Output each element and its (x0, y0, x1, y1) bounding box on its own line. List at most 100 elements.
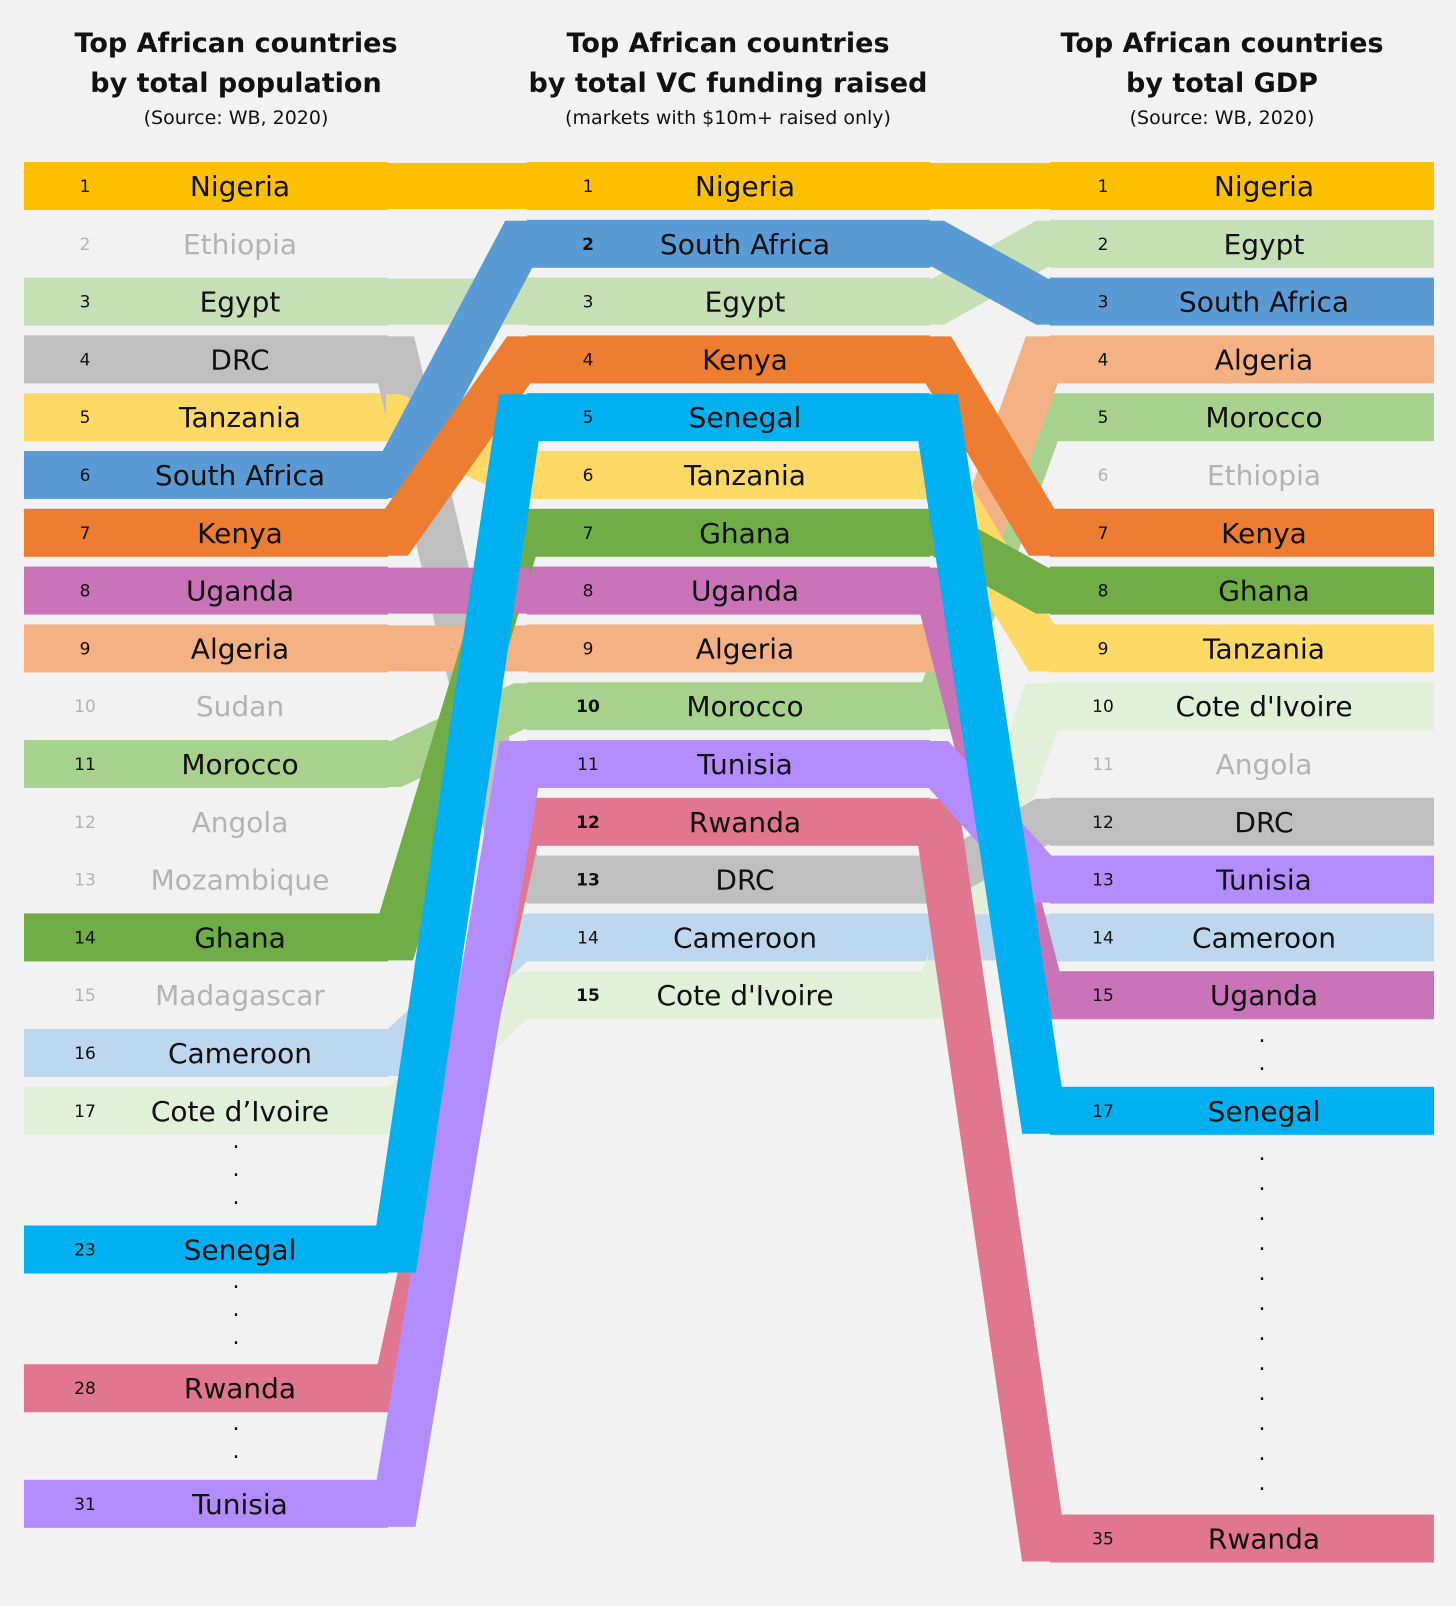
population-rwanda-bar (24, 1364, 388, 1413)
vc-tunisia-label: Tunisia (696, 748, 793, 781)
kenya-connector-population-to-vc (377, 336, 538, 556)
vc-senegal-label: Senegal (689, 401, 802, 434)
gdp-egypt-bar (1050, 219, 1434, 268)
vc-title-line2: by total VC funding raised (529, 68, 928, 99)
ellipsis-dot: . (233, 1185, 240, 1210)
gdp-morocco-rank: 5 (1098, 408, 1109, 428)
population-senegal-label: Senegal (184, 1234, 297, 1267)
population-morocco-bar (24, 740, 388, 788)
vc-tanzania-label: Tanzania (683, 459, 806, 492)
gdp-cote-d-ivoire-rank: 10 (1092, 697, 1114, 717)
ellipsis-dot: . (1259, 1291, 1266, 1316)
vc-cameroon-rank: 14 (577, 928, 599, 948)
vc-south-africa-bar (527, 219, 930, 268)
population-egypt-bar (24, 277, 388, 326)
vc-tunisia-bar (527, 740, 930, 788)
gdp-drc-bar (1050, 797, 1434, 846)
ellipsis-dot: . (1259, 1201, 1266, 1226)
population-nigeria-label: Nigeria (190, 170, 290, 203)
population-tunisia-label: Tunisia (191, 1488, 288, 1521)
population-ethiopia-label: Ethiopia (183, 228, 297, 261)
vc-ghana-bar (527, 508, 930, 557)
ellipsis-dot: . (1259, 1321, 1266, 1346)
population-madagascar-label: Madagascar (155, 979, 325, 1012)
population-tanzania-rank: 5 (80, 408, 91, 428)
gdp-title-line2: by total GDP (1126, 68, 1318, 99)
population-ghana-label: Ghana (194, 921, 286, 954)
vc-egypt-label: Egypt (705, 286, 786, 319)
gdp-cote-d-ivoire-bar (1050, 682, 1434, 731)
vc-kenya-rank: 4 (583, 350, 594, 370)
ellipsis-dot: . (233, 1297, 240, 1322)
vc-title-line1: Top African countries (566, 28, 889, 59)
vc-nigeria-label: Nigeria (695, 170, 795, 203)
gdp-uganda-bar (1050, 971, 1434, 1020)
vc-algeria-bar (527, 624, 930, 673)
vc-morocco-bar (527, 682, 930, 731)
vc-south-africa-label: South Africa (660, 228, 830, 261)
gdp-algeria-rank: 4 (1098, 350, 1109, 370)
population-madagascar-rank: 15 (74, 986, 96, 1006)
gdp-ghana-bar (1050, 566, 1434, 615)
ellipsis-dot: . (1259, 1471, 1266, 1496)
vc-tunisia-rank: 11 (577, 755, 599, 775)
population-drc-rank: 4 (80, 350, 91, 370)
vc-cote-d-ivoire-rank: 15 (576, 986, 600, 1006)
ellipsis-dot: . (1259, 1261, 1266, 1286)
gdp-cote-d-ivoire-label: Cote d'Ivoire (1175, 690, 1352, 723)
population-senegal-rank: 23 (74, 1241, 96, 1261)
ellipsis-dot: . (1259, 1351, 1266, 1376)
gdp-title-line1: Top African countries (1060, 28, 1383, 59)
population-south-africa-label: South Africa (155, 459, 325, 492)
population-rwanda-rank: 28 (74, 1379, 96, 1399)
population-subtitle: (Source: WB, 2020) (144, 107, 329, 129)
gdp-rwanda-label: Rwanda (1208, 1523, 1320, 1556)
tunisia-connector-population-to-vc (373, 741, 542, 1527)
gdp-south-africa-bar (1050, 277, 1434, 326)
population-tanzania-bar (24, 393, 388, 442)
vc-algeria-rank: 9 (583, 639, 594, 659)
population-kenya-rank: 7 (80, 524, 91, 544)
gdp-ethiopia-label: Ethiopia (1207, 459, 1321, 492)
population-uganda-label: Uganda (186, 575, 294, 608)
population-egypt-label: Egypt (200, 286, 281, 319)
population-tanzania-label: Tanzania (178, 401, 301, 434)
vc-uganda-rank: 8 (583, 582, 594, 602)
population-nigeria-rank: 1 (80, 177, 91, 197)
gdp-drc-label: DRC (1234, 806, 1293, 839)
population-drc-bar (24, 335, 388, 384)
ellipsis-dot: . (233, 1269, 240, 1294)
gdp-nigeria-rank: 1 (1098, 177, 1109, 197)
ellipsis-dots: ...................... (233, 1023, 1266, 1496)
population-algeria-rank: 9 (80, 639, 91, 659)
vc-uganda-label: Uganda (691, 575, 799, 608)
ellipsis-dot: . (1259, 1051, 1266, 1076)
population-south-africa-rank: 6 (80, 466, 91, 486)
senegal-connector-vc-to-gdp (915, 394, 1065, 1134)
population-drc-label: DRC (210, 343, 269, 376)
ellipsis-dot: . (1259, 1441, 1266, 1466)
vc-ghana-rank: 7 (583, 524, 594, 544)
population-cameroon-label: Cameroon (168, 1037, 312, 1070)
population-cote-d-ivoire-label: Cote d’Ivoire (151, 1095, 329, 1128)
south-africa-connector-population-to-vc (375, 220, 540, 498)
gdp-cameroon-label: Cameroon (1192, 921, 1336, 954)
gdp-morocco-bar (1050, 393, 1434, 442)
population-morocco-label: Morocco (181, 748, 298, 781)
gdp-uganda-label: Uganda (1210, 979, 1318, 1012)
population-egypt-rank: 3 (80, 293, 91, 313)
vc-rwanda-rank: 12 (576, 813, 600, 833)
gdp-senegal-rank: 17 (1092, 1102, 1114, 1122)
population-title-line2: by total population (90, 68, 381, 99)
population-cameroon-rank: 16 (74, 1044, 96, 1064)
vc-cameroon-bar (527, 913, 930, 962)
vc-cote-d-ivoire-bar (527, 971, 930, 1020)
ellipsis-dot: . (233, 1411, 240, 1436)
gdp-rwanda-rank: 35 (1092, 1530, 1114, 1550)
gdp-egypt-label: Egypt (1224, 228, 1305, 261)
gdp-ghana-label: Ghana (1218, 575, 1310, 608)
gdp-uganda-rank: 15 (1092, 986, 1114, 1006)
population-morocco-rank: 11 (74, 755, 96, 775)
vc-nigeria-bar (527, 162, 930, 210)
gdp-tanzania-rank: 9 (1098, 639, 1109, 659)
